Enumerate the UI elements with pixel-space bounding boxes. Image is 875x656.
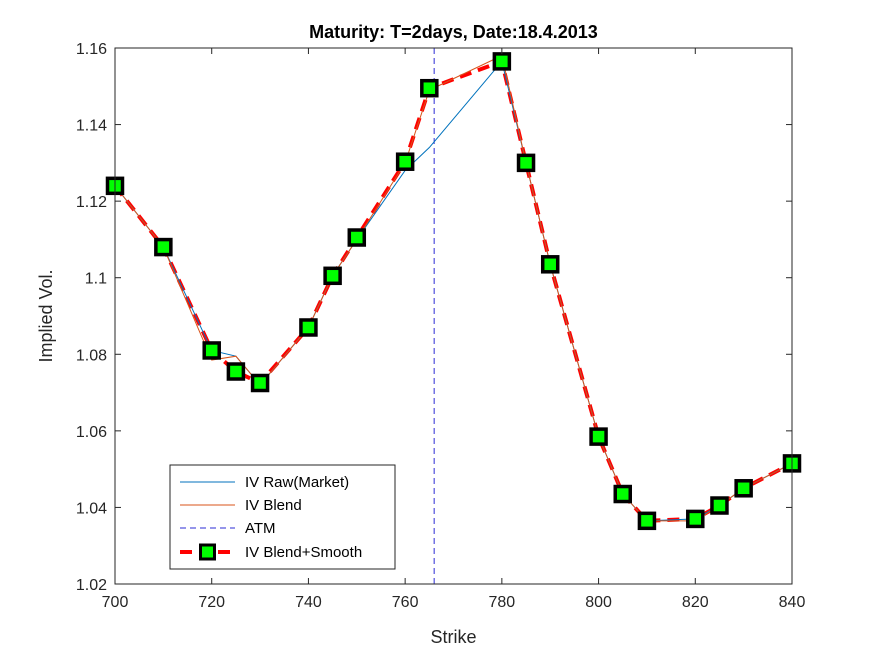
legend-label: IV Raw(Market) — [245, 474, 349, 491]
smooth-marker — [540, 255, 560, 274]
smooth-marker — [299, 318, 318, 337]
y-tick-label: 1.08 — [76, 347, 107, 364]
legend-label: IV Blend — [245, 497, 302, 514]
smooth-marker — [589, 427, 608, 446]
x-tick-label: 800 — [585, 594, 612, 611]
smooth-marker — [613, 484, 632, 504]
smooth-marker — [323, 266, 342, 286]
smooth-marker — [516, 153, 536, 173]
legend-swatch-marker — [199, 543, 216, 561]
y-tick-label: 1.1 — [85, 271, 107, 288]
smooth-marker — [734, 479, 753, 498]
legend-label: ATM — [245, 520, 276, 537]
x-tick-label: 700 — [102, 594, 129, 611]
y-tick-label: 1.12 — [76, 194, 107, 211]
x-axis-title: Strike — [430, 627, 476, 647]
legend-label: IV Blend+Smooth — [245, 544, 362, 561]
smooth-marker — [347, 228, 367, 247]
x-tick-label: 840 — [779, 594, 806, 611]
smooth-marker — [395, 152, 415, 171]
y-tick-label: 1.04 — [76, 500, 107, 517]
chart-title: Maturity: T=2days, Date:18.4.2013 — [309, 22, 598, 42]
x-tick-label: 740 — [295, 594, 322, 611]
smooth-marker — [250, 373, 270, 393]
smooth-marker — [637, 511, 657, 531]
smooth-marker — [420, 78, 439, 98]
smooth-marker — [686, 509, 705, 529]
y-tick-label: 1.02 — [76, 577, 107, 594]
y-tick-label: 1.16 — [76, 41, 107, 58]
smooth-marker — [154, 237, 173, 257]
legend: IV Raw(Market) IV Blend ATM IV Blend+Smooth — [169, 464, 396, 570]
plot-layer — [105, 48, 802, 584]
smooth-marker — [202, 341, 221, 360]
x-tick-label: 780 — [489, 594, 516, 611]
tick-layer: 700 720 740 760 780 800 820 840 1.02 1.04 1.06 1.08… — [76, 41, 806, 611]
x-tick-label: 760 — [392, 594, 419, 611]
smooth-marker — [492, 52, 512, 71]
smooth-marker — [710, 496, 729, 515]
plot-frame — [114, 47, 793, 585]
y-axis-title: Implied Vol. — [36, 269, 56, 362]
y-tick-label: 1.14 — [76, 118, 107, 135]
smooth-marker — [226, 362, 246, 381]
x-tick-label: 720 — [198, 594, 225, 611]
y-tick-label: 1.06 — [76, 424, 107, 441]
x-tick-label: 820 — [682, 594, 709, 611]
